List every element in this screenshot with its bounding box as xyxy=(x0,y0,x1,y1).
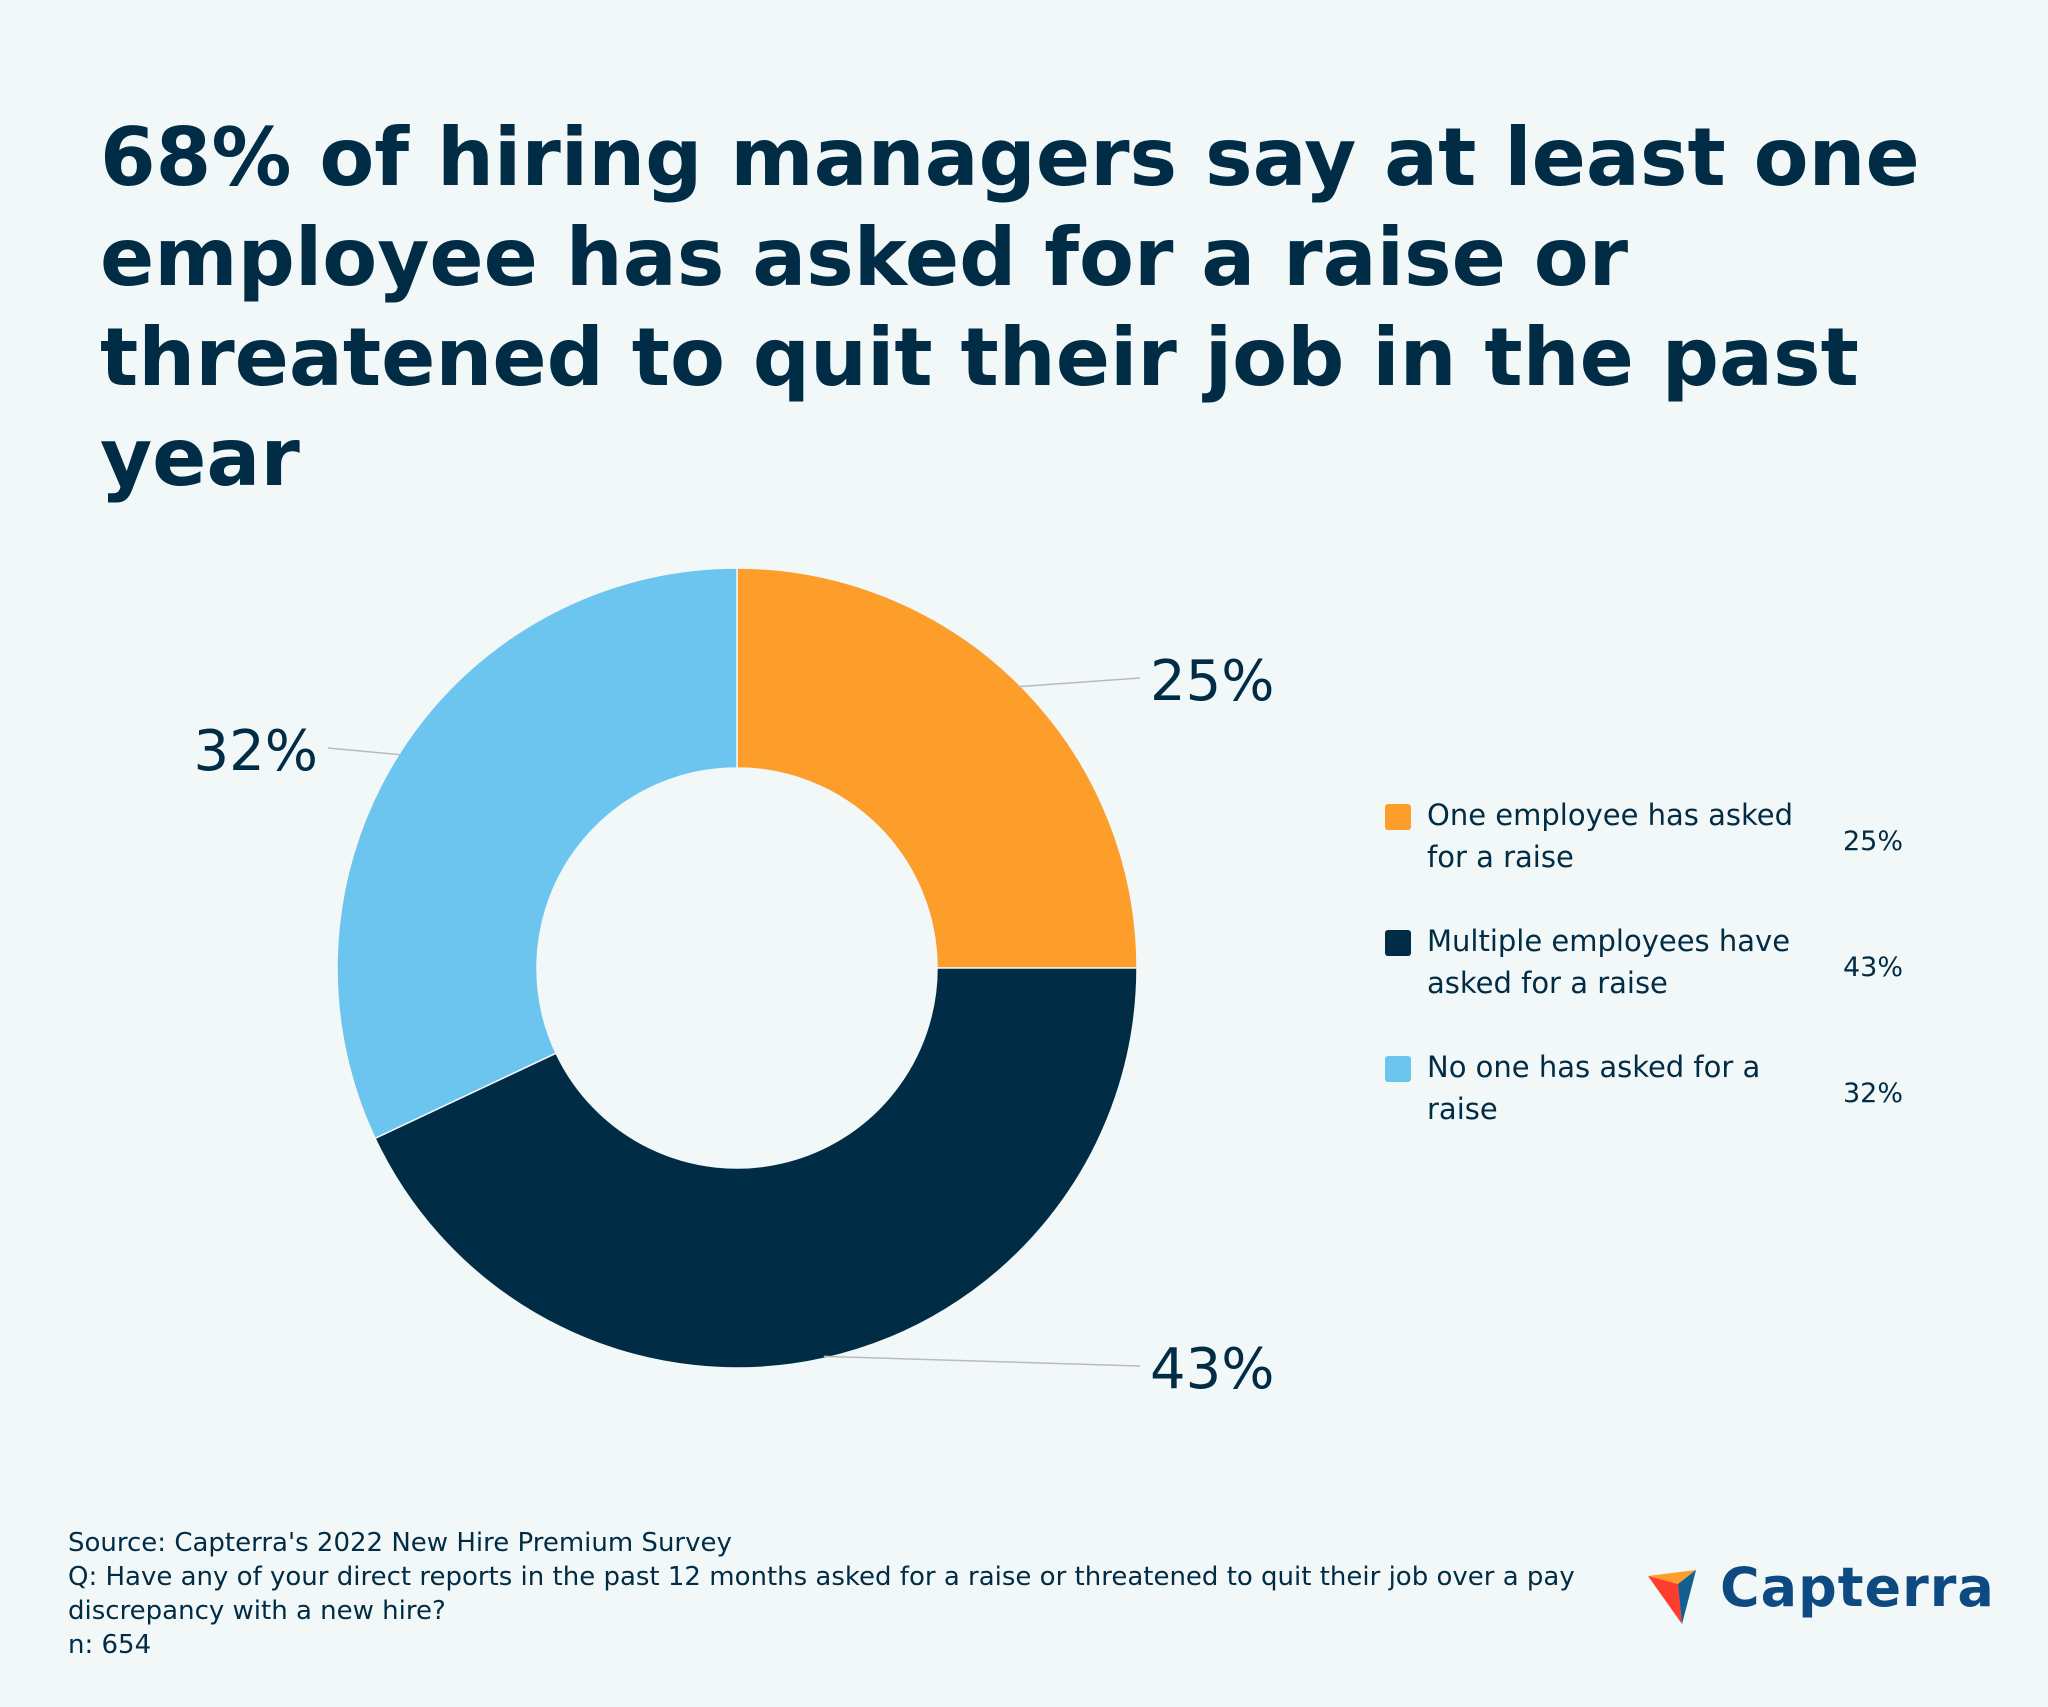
data-label-2: 32% xyxy=(194,719,318,784)
leader-line-2 xyxy=(327,747,402,756)
legend-swatch xyxy=(1385,930,1411,956)
legend-label: One employee has asked for a raise xyxy=(1427,798,1793,874)
legend-value: 32% xyxy=(1843,1078,1904,1109)
legend: One employee has asked for a raise 25% M… xyxy=(1385,798,1945,1178)
sample-size: n: 654 xyxy=(68,1630,152,1660)
legend-swatch xyxy=(1385,804,1411,830)
donut-slice-1 xyxy=(374,967,1138,1369)
legend-item-multiple-employees: Multiple employees have asked for a rais… xyxy=(1385,924,1945,1052)
data-label-0: 25% xyxy=(1150,649,1274,714)
donut-slice-2 xyxy=(336,567,738,1140)
survey-question: Q: Have any of your direct reports in th… xyxy=(68,1562,1575,1626)
legend-value: 25% xyxy=(1843,826,1904,857)
title-line-2: employee has asked for a raise or xyxy=(100,211,1629,304)
footer-notes: Source: Capterra's 2022 New Hire Premium… xyxy=(68,1526,1588,1662)
title-line-3: threatened to quit their job in the past… xyxy=(100,311,1859,504)
legend-value: 43% xyxy=(1843,952,1904,983)
source-note: Source: Capterra's 2022 New Hire Premium… xyxy=(68,1528,732,1558)
capterra-arrow-icon xyxy=(1648,1570,1696,1624)
chart-title: 68% of hiring managers say at least one … xyxy=(100,108,2000,508)
legend-label: No one has asked for a raise xyxy=(1427,1050,1761,1126)
donut-slice-0 xyxy=(736,567,1138,969)
data-label-1: 43% xyxy=(1150,1337,1274,1402)
title-line-1: 68% of hiring managers say at least one xyxy=(100,111,1920,204)
capterra-logo: Capterra xyxy=(1648,1552,1994,1624)
legend-label: Multiple employees have asked for a rais… xyxy=(1427,924,1791,1000)
logo-wordmark: Capterra xyxy=(1720,1556,1995,1619)
legend-item-no-one: No one has asked for a raise 32% xyxy=(1385,1050,1945,1178)
legend-item-one-employee: One employee has asked for a raise 25% xyxy=(1385,798,1945,926)
leader-line-1 xyxy=(823,1355,1141,1367)
legend-swatch xyxy=(1385,1056,1411,1082)
leader-line-0 xyxy=(1018,677,1141,688)
